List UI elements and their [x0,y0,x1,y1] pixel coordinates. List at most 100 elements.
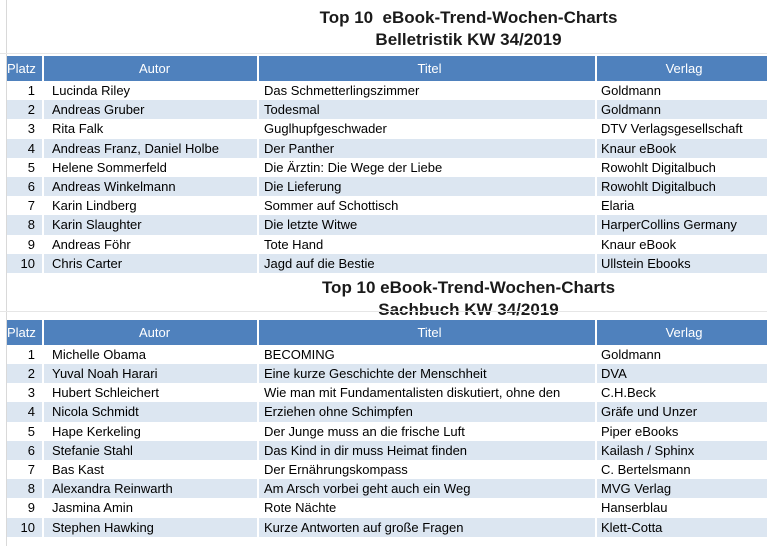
cell-titel: Tote Hand [259,234,597,254]
cell-titel: Der Junge muss an die frische Luft [259,421,597,441]
cell-platz: 9 [7,498,44,518]
cell-platz: 2 [7,100,44,120]
cell-autor: Hubert Schleichert [44,383,259,403]
cell-titel: Eine kurze Geschichte der Menschheit [259,364,597,384]
cell-autor: Stephen Hawking [44,517,259,537]
cell-autor: Michelle Obama [44,344,259,365]
cell-titel: Guglhupfgeschwader [259,119,597,139]
table-row: 1 Michelle Obama BECOMING Goldmann [7,344,767,365]
cell-autor: Stefanie Stahl [44,440,259,460]
cell-titel: Die Lieferung [259,176,597,197]
table-row: 3 Rita Falk Guglhupfgeschwader DTV Verlagsg… [7,119,767,139]
cell-autor: Andreas Föhr [44,234,259,254]
cell-titel: Der Ernährungskompass [259,460,597,480]
cell-platz: 10 [7,517,44,537]
cell-autor: Chris Carter [44,253,259,273]
cell-verlag: MVG Verlag [597,479,767,499]
cell-autor: Jasmina Amin [44,498,259,518]
cell-verlag: C. Bertelsmann [597,460,767,480]
cell-platz: 3 [7,119,44,139]
table-title-line2: Sachbuch KW 34/2019 [378,299,559,319]
cell-titel: Sommer auf Schottisch [259,196,597,216]
table-header-row: Platz Autor Titel Verlag [7,56,767,81]
cell-verlag: Piper eBooks [597,421,767,441]
cell-titel: Der Panther [259,138,597,158]
table-row: 6 Stefanie Stahl Das Kind in dir muss Heim… [7,440,767,460]
column-header-verlag: Verlag [597,56,767,81]
cell-platz: 8 [7,479,44,499]
table-row: 9 Jasmina Amin Rote Nächte Hanserblau [7,498,767,518]
cell-verlag: Rowohlt Digitalbuch [597,176,767,197]
cell-platz: 1 [7,344,44,365]
belletristik-table: Platz Autor Titel Verlag 1 Lucinda Riley D… [7,56,767,273]
table-header-row: Platz Autor Titel Verlag [7,319,767,345]
cell-platz: 1 [7,81,44,101]
cell-verlag: Elaria [597,196,767,216]
table-body: 1 Michelle Obama BECOMING Goldmann 2 Yuval No… [7,344,767,537]
cell-verlag: Knaur eBook [597,234,767,254]
cell-titel: Die Ärztin: Die Wege der Liebe [259,157,597,177]
cell-platz: 7 [7,460,44,480]
column-header-autor: Autor [44,319,259,345]
cell-autor: Karin Slaughter [44,215,259,235]
cell-titel: Die letzte Witwe [259,215,597,235]
table-row: 7 Bas Kast Der Ernährungskompass C. Bertels… [7,460,767,480]
cell-autor: Andreas Franz, Daniel Holbe [44,138,259,158]
table-row: 10 Chris Carter Jagd auf die Bestie Ullstei… [7,253,767,273]
cell-titel: Wie man mit Fundamentalisten diskutiert,… [259,383,597,403]
cell-titel: Todesmal [259,100,597,120]
cell-autor: Bas Kast [44,460,259,480]
table-row: 8 Alexandra Reinwarth Am Arsch vorbei geht… [7,479,767,499]
cell-platz: 6 [7,176,44,197]
cell-platz: 6 [7,440,44,460]
column-header-platz: Platz [7,319,44,345]
column-header-platz: Platz [7,56,44,81]
cell-verlag: Klett-Cotta [597,517,767,537]
cell-platz: 8 [7,215,44,235]
sachbuch-title-block: Top 10 eBook-Trend-Wochen-Charts Sachbuc… [0,273,767,320]
cell-verlag: C.H.Beck [597,383,767,403]
cell-autor: Andreas Winkelmann [44,176,259,197]
cell-autor: Andreas Gruber [44,100,259,120]
column-header-titel: Titel [259,319,597,345]
cell-titel: Das Schmetterlingszimmer [259,81,597,101]
cell-platz: 5 [7,157,44,177]
cell-verlag: DTV Verlagsgesellschaft [597,119,767,139]
table-row: 10 Stephen Hawking Kurze Antworten auf gro… [7,517,767,537]
cell-platz: 4 [7,402,44,422]
cell-autor: Yuval Noah Harari [44,364,259,384]
cell-platz: 4 [7,138,44,158]
table-row: 6 Andreas Winkelmann Die Lieferung Rowohlt … [7,176,767,197]
belletristik-title-block: Top 10 eBook-Trend-Wochen-Charts Belletr… [0,0,767,56]
table-body: 1 Lucinda Riley Das Schmetterlingszimmer Go… [7,81,767,273]
cell-autor: Karin Lindberg [44,196,259,216]
table-title-line1: Top 10 eBook-Trend-Wochen-Charts [319,8,618,27]
column-header-verlag: Verlag [597,319,767,345]
table-title-line1: Top 10 eBook-Trend-Wochen-Charts [321,277,616,297]
cell-verlag: Rowohlt Digitalbuch [597,157,767,177]
table-row: 5 Helene Sommerfeld Die Ärztin: Die Wege d… [7,157,767,177]
cell-autor: Lucinda Riley [44,81,259,101]
table-row: 2 Andreas Gruber Todesmal Goldmann [7,100,767,120]
table-row: 9 Andreas Föhr Tote Hand Knaur eBook [7,234,767,254]
table-row: 3 Hubert Schleichert Wie man mit Fundament… [7,383,767,403]
table-row: 8 Karin Slaughter Die letzte Witwe HarperCo… [7,215,767,235]
cell-titel: Das Kind in dir muss Heimat finden [259,440,597,460]
gridline [0,311,767,312]
cell-titel: Erziehen ohne Schimpfen [259,402,597,422]
table-row: 5 Hape Kerkeling Der Junge muss an die fri… [7,421,767,441]
cell-verlag: DVA [597,364,767,384]
cell-platz: 2 [7,364,44,384]
cell-verlag: Goldmann [597,81,767,101]
cell-verlag: Kailash / Sphinx [597,440,767,460]
cell-verlag: Hanserblau [597,498,767,518]
gridline [0,53,767,54]
table-row: 4 Nicola Schmidt Erziehen ohne Schimpfen Gr… [7,402,767,422]
cell-autor: Helene Sommerfeld [44,157,259,177]
column-header-autor: Autor [44,56,259,81]
cell-autor: Nicola Schmidt [44,402,259,422]
table-title-line2: Belletristik KW 34/2019 [375,30,562,49]
cell-verlag: Goldmann [597,344,767,365]
cell-verlag: Goldmann [597,100,767,120]
cell-verlag: Knaur eBook [597,138,767,158]
